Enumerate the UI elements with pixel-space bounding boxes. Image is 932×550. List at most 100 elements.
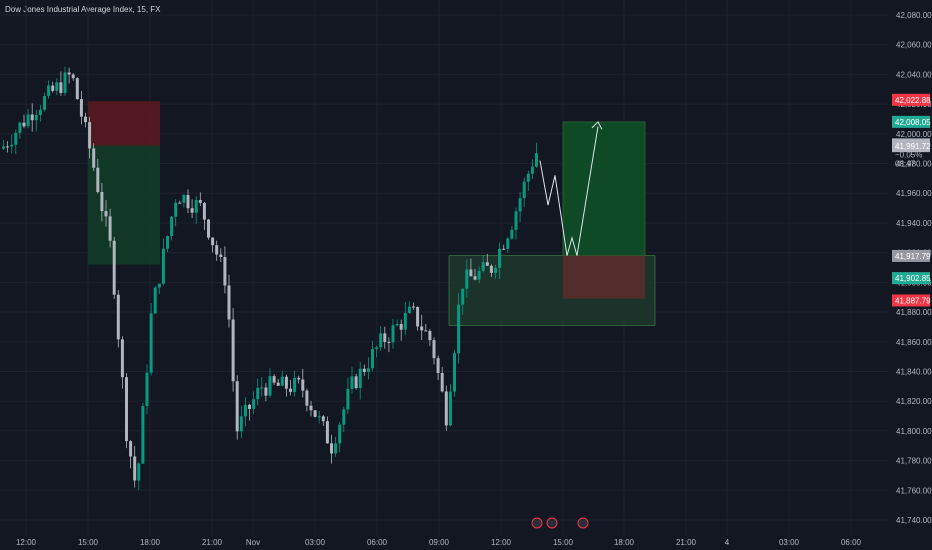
x-tick-label: 03:00 — [305, 538, 326, 547]
x-tick-label: 4 — [725, 538, 730, 547]
candle-body — [268, 376, 272, 396]
candle-body — [10, 144, 14, 147]
candle-body — [399, 324, 403, 330]
candle-body — [248, 404, 251, 409]
candle-body — [22, 122, 26, 127]
candle-body — [84, 116, 87, 123]
candle-body — [215, 245, 219, 255]
candle-body — [174, 202, 178, 217]
x-tick-label: 06:00 — [841, 538, 862, 547]
candle-body — [284, 376, 288, 389]
flag-icon[interactable] — [577, 517, 589, 529]
candle-body — [112, 240, 116, 295]
lightning-icon[interactable] — [531, 517, 543, 529]
x-tick-label: 21:00 — [676, 538, 697, 547]
candle-body — [416, 306, 420, 327]
candle-body — [239, 416, 243, 432]
candle-body — [186, 195, 190, 209]
candles — [2, 66, 538, 490]
candle-body — [358, 368, 362, 389]
candle-body — [260, 387, 264, 389]
candle-body — [362, 368, 366, 372]
candle-body — [71, 74, 75, 79]
candle-body — [530, 166, 534, 174]
candle-body — [190, 208, 194, 213]
x-tick-label: 06:00 — [367, 538, 388, 547]
candle-body — [342, 409, 346, 425]
candle-body — [55, 82, 59, 91]
candle-body — [219, 254, 223, 257]
candle-body — [481, 262, 485, 271]
candle-body — [403, 312, 407, 330]
candle-body — [161, 248, 165, 284]
candle-body — [272, 376, 276, 383]
x-tick-label: 09:00 — [429, 538, 450, 547]
candle-body — [63, 72, 67, 93]
flag-icon[interactable] — [546, 517, 558, 529]
x-tick-label: 12:00 — [16, 538, 37, 547]
grid — [0, 0, 888, 535]
candle-body — [518, 198, 522, 212]
candle-body — [465, 269, 469, 289]
candle-body — [432, 340, 436, 359]
x-tick-label: 12:00 — [491, 538, 512, 547]
candle-body — [375, 347, 379, 350]
target-zone — [562, 121, 646, 256]
candle-body — [198, 199, 202, 203]
candle-body — [96, 167, 100, 192]
candle-body — [305, 390, 309, 406]
candle-body — [395, 324, 399, 326]
x-tick-label: 15:00 — [553, 538, 574, 547]
y-tick-label: 42,060.00 — [896, 41, 932, 50]
candle-body — [379, 333, 383, 348]
candle-body — [457, 304, 461, 354]
event-icons[interactable] — [531, 517, 589, 529]
candle-body — [440, 372, 444, 392]
x-tick-label: 18:00 — [614, 538, 635, 547]
candle-body — [346, 388, 350, 410]
candle-body — [461, 288, 465, 305]
risk-zone — [563, 255, 645, 299]
y-tick-label: 41,820.00 — [896, 397, 932, 406]
price-axis[interactable]: 42,080.0042,060.0042,040.0042,020.0042,0… — [896, 11, 932, 525]
candle-body — [231, 319, 235, 382]
x-tick-label: 18:00 — [140, 538, 161, 547]
candle-body — [325, 421, 329, 444]
time-axis[interactable]: 12:00 15:00 18:00 21:00 Nov 03:00 06:00 09:00 12… — [16, 538, 862, 547]
candle-body — [338, 424, 342, 444]
price-tag-label: 41,902.85 — [895, 274, 931, 283]
candle-body — [227, 285, 231, 320]
candle-body — [428, 330, 432, 341]
y-tick-label: 41,860.00 — [896, 338, 932, 347]
candle-body — [141, 406, 145, 464]
price-tag-bg — [892, 140, 930, 153]
chart-title: Dow Jones Industrial Average Index, 15, … — [5, 5, 161, 14]
candle-body — [243, 404, 247, 417]
candle-body — [391, 325, 395, 343]
y-tick-label: 42,000.00 — [896, 130, 932, 139]
candle-body — [14, 132, 18, 145]
candle-body — [6, 146, 10, 148]
price-tag-bg — [892, 115, 930, 128]
candle-body — [104, 211, 108, 217]
candle-body — [194, 199, 198, 213]
candle-body — [178, 202, 182, 204]
candle-body — [522, 181, 526, 199]
candle-body — [133, 456, 137, 481]
candle-body — [252, 399, 256, 409]
candle-body — [444, 391, 448, 426]
candle-body — [166, 236, 169, 249]
candle-body — [280, 376, 284, 386]
candle-body — [407, 306, 411, 313]
candle-body — [289, 388, 292, 392]
candle-body — [145, 372, 149, 407]
x-tick-label: Nov — [246, 538, 260, 547]
price-tag-bg — [892, 93, 930, 106]
y-tick-label: 41,940.00 — [896, 219, 932, 228]
candle-body — [469, 269, 473, 277]
candle-body — [235, 381, 239, 432]
candle-body — [157, 283, 161, 288]
price-tag-bg — [892, 294, 930, 307]
candle-body — [321, 416, 325, 422]
